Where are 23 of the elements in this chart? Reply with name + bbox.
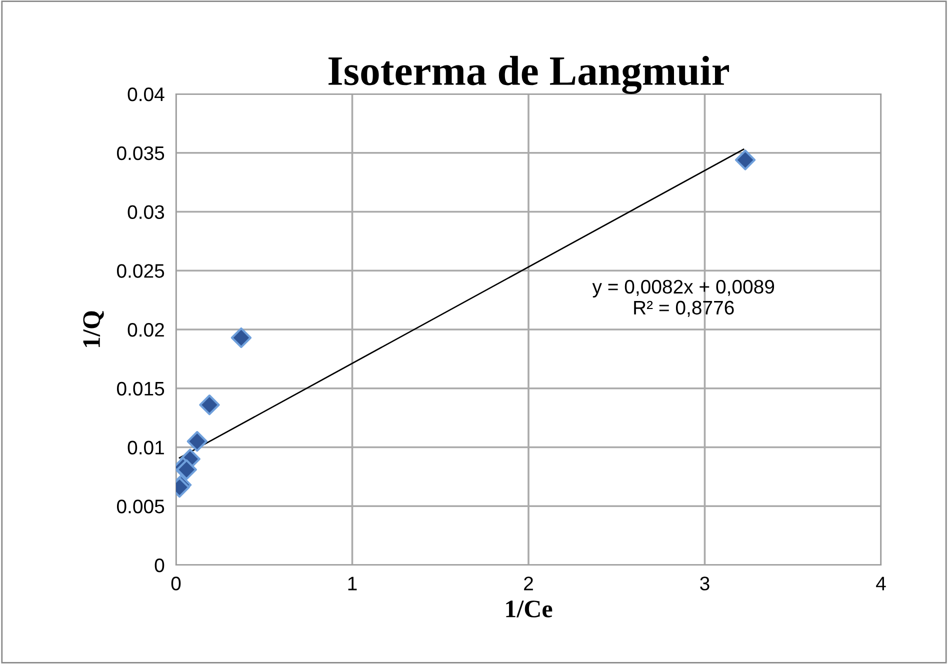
point — [734, 150, 756, 170]
y-tick-label: 0.04 — [128, 87, 164, 102]
y-tick-label: 0.02 — [128, 322, 164, 337]
point — [186, 431, 208, 452]
y-tick-label: 0.035 — [116, 146, 164, 160]
annotation: y = 0,0082x + 0,0089 R² = 0,8776 — [592, 280, 774, 317]
x-tick-label: 3 — [700, 576, 710, 590]
x-tick-label: 0 — [171, 576, 181, 590]
y-tick-label: 0.03 — [128, 205, 164, 219]
point — [199, 394, 220, 416]
x-axis-title: 1/Ce — [506, 600, 552, 618]
point — [176, 459, 197, 480]
y-tick-label: 0 — [154, 558, 164, 572]
point — [230, 327, 252, 348]
x-tick-label: 4 — [876, 576, 886, 590]
y-axis-title: 1/Q — [83, 311, 104, 347]
y-tick-label: 0.025 — [116, 264, 164, 278]
y-tick-label: 0.015 — [116, 382, 164, 396]
y-tick-label: 0.01 — [128, 440, 164, 454]
chart-title: Isoterma de Langmuir — [328, 56, 729, 94]
y-tick-label: 0.005 — [116, 500, 164, 514]
x-tick-label: 2 — [524, 576, 533, 590]
x-tick-label: 1 — [348, 576, 357, 590]
